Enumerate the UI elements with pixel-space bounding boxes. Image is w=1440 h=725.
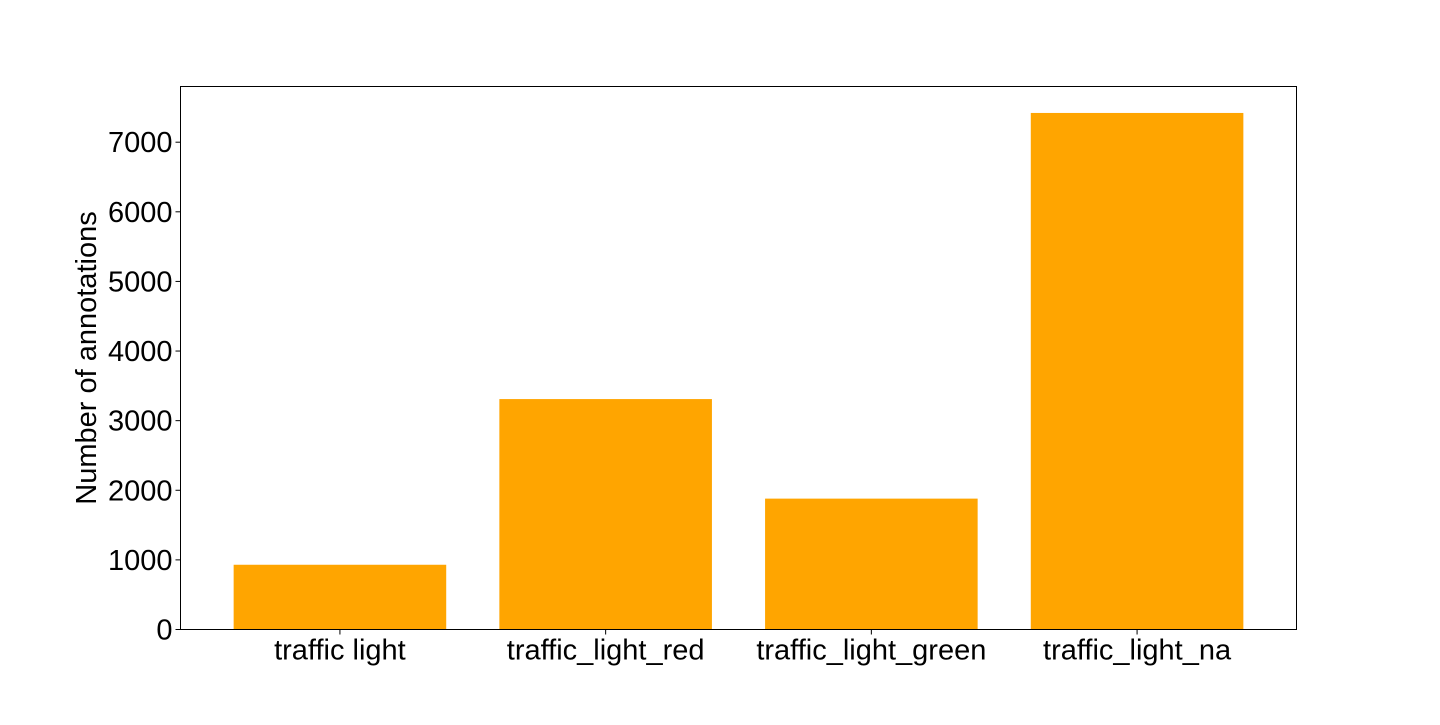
- y-tick-label: 6000: [108, 197, 173, 229]
- plot-frame: [180, 86, 1297, 630]
- y-tick-label: 0: [156, 615, 172, 647]
- bar: [233, 564, 447, 630]
- x-tick-label: traffic_light_na: [1043, 635, 1232, 667]
- y-axis-ticks: 0 1000 2000 3000 4000 5000 6000 7000: [108, 127, 181, 647]
- y-tick-label: 3000: [108, 406, 173, 438]
- x-tick-label: traffic light: [274, 635, 406, 667]
- y-axis-label: Number of annotations: [71, 211, 103, 504]
- y-tick-label: 1000: [108, 545, 173, 577]
- y-tick-label: 7000: [108, 127, 173, 159]
- y-tick-label: 2000: [108, 475, 173, 507]
- bar: [765, 498, 978, 630]
- bar: [499, 399, 712, 630]
- y-tick-label: 5000: [108, 266, 173, 298]
- bar: [1030, 112, 1244, 630]
- x-tick-label: traffic_light_green: [756, 635, 986, 667]
- x-axis-ticks: traffic light traffic_light_red traffic_li…: [274, 629, 1232, 667]
- bars-group: [233, 112, 1244, 630]
- y-tick-label: 4000: [108, 336, 173, 368]
- x-tick-label: traffic_light_red: [507, 635, 705, 667]
